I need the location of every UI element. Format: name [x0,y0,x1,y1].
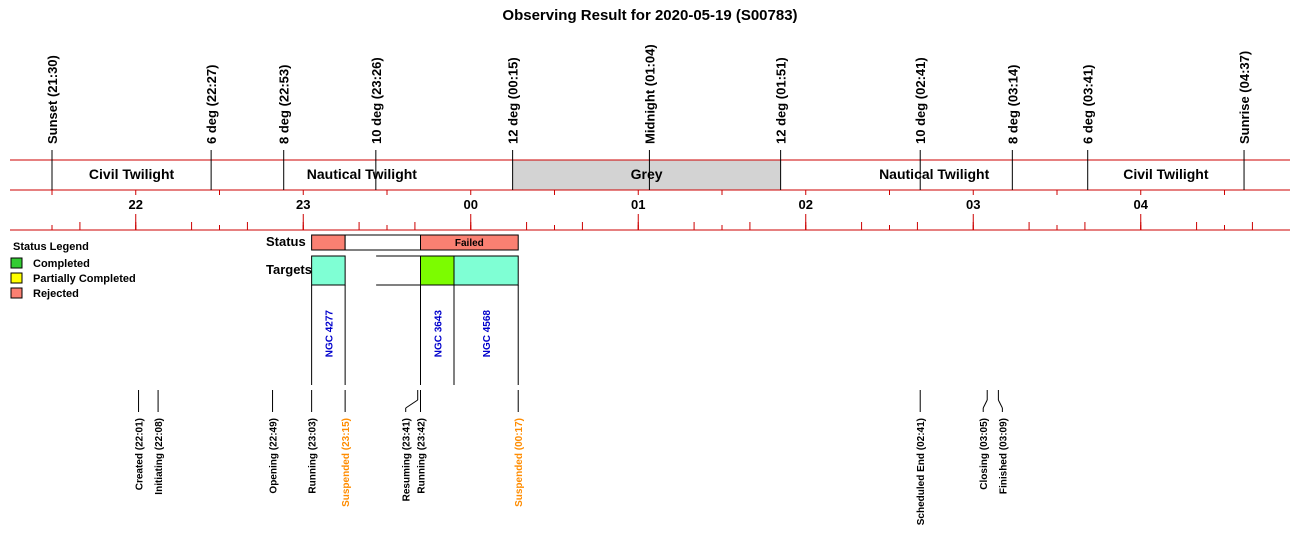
target-name: NGC 3643 [433,310,444,358]
legend-label: Completed [33,258,90,270]
legend-title: Status Legend [13,241,89,253]
system-event-label: Created (22:01) [135,418,146,490]
hour-label: 01 [631,197,645,212]
sky-event-label: 6 deg (03:41) [1081,65,1096,144]
system-event-label: Suspended (23:15) [341,418,352,507]
band-label: Grey [631,166,663,182]
targets-row-label: Targets [266,262,312,277]
sky-event-label: 8 deg (22:53) [277,65,292,144]
hour-label: 22 [129,197,143,212]
event-line [982,399,988,409]
target-name: NGC 4568 [482,310,493,358]
legend-swatch [10,287,23,299]
event-line [405,399,418,409]
sky-event-label: Sunset (21:30) [45,55,60,144]
status-block [344,234,421,251]
band-label: Civil Twilight [89,166,175,182]
system-event-label: Opening (22:49) [269,418,280,494]
band-label: Nautical Twilight [879,166,990,182]
grey-band [512,160,781,190]
system-event-label: Running (23:03) [308,418,319,494]
sky-event-label: 10 deg (23:26) [369,57,384,144]
legend-label: Rejected [33,288,79,300]
sky-event-label: 12 deg (01:51) [774,57,789,144]
hour-label: 02 [799,197,813,212]
legend-swatch [10,257,23,269]
sky-event-label: Midnight (01:04) [642,44,657,144]
hour-label: 23 [296,197,310,212]
hour-label: 03 [966,197,980,212]
time-axis: 22 23 00 01 02 03 04 [10,159,1290,231]
twilight-bands: Civil Twilight Nautical Twilight Grey Nauti… [89,160,1209,190]
observation-rows: Status Targets Failed NGC 4277 NGC 3643 NGC 4… [266,234,519,385]
status-row-label: Status [266,234,306,249]
sky-event-label: 10 deg (02:41) [913,57,928,144]
status-legend: Status Legend Completed Partially Complete… [10,241,136,300]
legend-swatch [10,272,23,284]
system-event-label: Initiating (22:08) [154,418,165,495]
band-label: Nautical Twilight [307,166,418,182]
system-event-label: Resuming (23:41) [402,418,413,501]
system-event-label: Running (23:42) [417,418,428,494]
system-event-label: Suspended (00:17) [514,418,525,507]
status-block [420,234,519,251]
sky-event-label: Sunrise (04:37) [1237,51,1252,144]
hour-label: 04 [1134,197,1149,212]
sky-event-label: 12 deg (00:15) [506,57,521,144]
event-line [997,399,1003,409]
sky-events: Sunset (21:30) 6 deg (22:27) 8 deg (22:53)… [45,44,1252,190]
target-block [311,255,346,286]
system-event-label: Closing (03:05) [979,418,990,490]
sky-event-label: 8 deg (03:14) [1005,65,1020,144]
target-block [453,255,519,286]
target-name: NGC 4277 [324,310,335,358]
system-events: Created (22:01) Initiating (22:08) Opening… [135,390,1009,525]
system-event-label: Finished (03:09) [998,418,1009,494]
status-block [311,234,346,251]
status-block-label: Failed [455,238,484,249]
system-event-label: Scheduled End (02:41) [916,418,927,525]
hour-label: 00 [464,197,478,212]
band-label: Civil Twilight [1123,166,1209,182]
legend-label: Partially Completed [33,273,136,285]
chart-title: Observing Result for 2020-05-19 (S00783) [502,7,797,24]
target-block [420,255,455,286]
sky-event-label: 6 deg (22:27) [204,65,219,144]
